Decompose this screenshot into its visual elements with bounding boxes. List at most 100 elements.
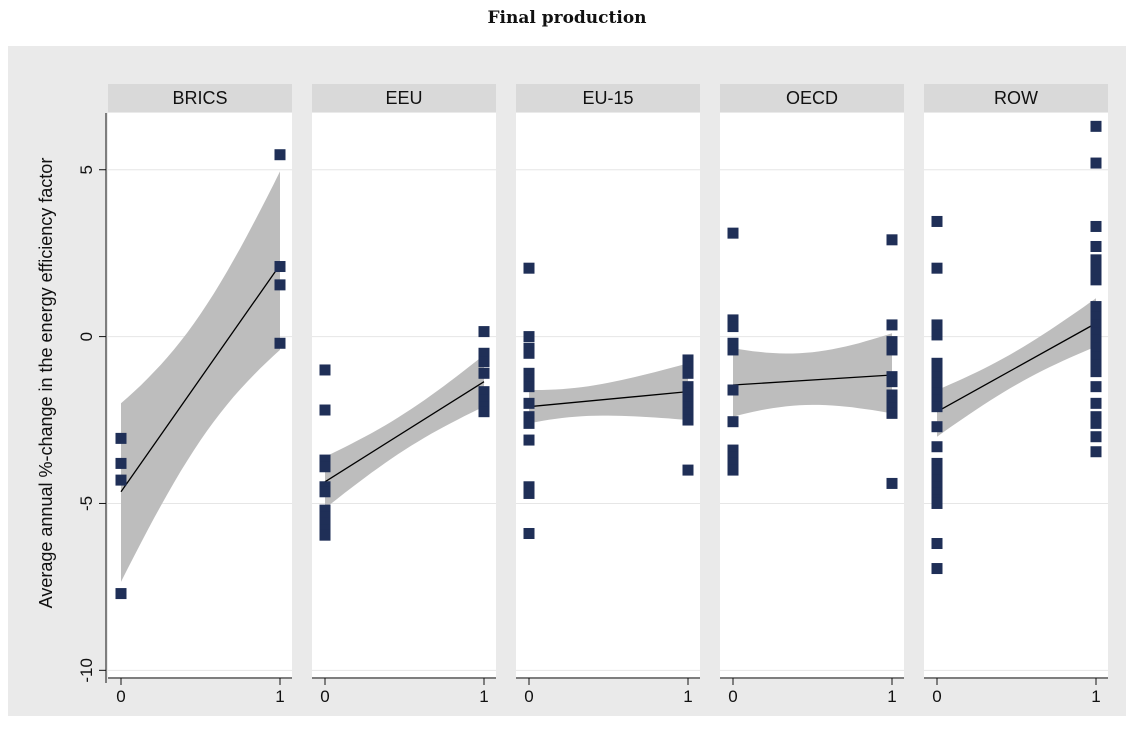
data-point [1090,220,1102,232]
data-point [886,234,898,246]
data-point [1090,359,1102,371]
x-tick-label: 0 [932,687,941,706]
data-point [931,563,943,575]
x-tick-label: 1 [683,687,692,706]
data-point [931,457,943,469]
data-point [727,444,739,456]
data-point [523,262,535,274]
data-point [319,529,331,541]
data-point [727,321,739,333]
data-point [319,486,331,498]
data-point [931,262,943,274]
data-point [886,477,898,489]
data-point [886,376,898,388]
fit-line [528,391,689,408]
data-point [931,487,943,499]
panel-strip-label: OECD [786,88,838,108]
data-point [319,454,331,466]
y-tick-label: 0 [77,332,96,341]
y-tick-label: 5 [77,165,96,174]
data-point [274,261,286,273]
x-tick-label: 1 [887,687,896,706]
data-point [115,474,127,486]
data-point [682,401,694,413]
data-point [682,387,694,399]
data-point [274,279,286,291]
data-point [886,389,898,401]
data-point [319,404,331,416]
chart-title: Final production [487,8,647,28]
data-point [319,461,331,473]
data-point [319,364,331,376]
data-point [931,319,943,331]
data-point [931,371,943,383]
data-point [682,407,694,419]
x-tick-label: 0 [116,687,125,706]
data-point [682,394,694,406]
data-point [931,464,943,476]
data-point [931,441,943,453]
data-point [886,407,898,419]
panel-strip-label: EU-15 [582,88,633,108]
data-point [319,511,331,523]
data-point [1090,397,1102,409]
data-point [478,394,490,406]
data-point [274,149,286,161]
x-tick-label: 0 [728,687,737,706]
y-tick-label: -10 [77,658,96,683]
data-point [1090,381,1102,393]
data-point [727,416,739,428]
data-point [523,487,535,499]
data-point [523,367,535,379]
x-tick-label: 0 [524,687,533,706]
data-point [886,336,898,348]
data-point [727,451,739,463]
data-point [1090,157,1102,169]
data-point [523,481,535,493]
data-point [115,457,127,469]
data-point [1090,411,1102,423]
data-point [1090,319,1102,331]
data-point [931,329,943,341]
data-point [886,396,898,408]
data-point [1090,431,1102,443]
data-point [931,377,943,389]
data-point [727,227,739,239]
data-point [319,517,331,529]
panel-strip [516,84,700,112]
data-point [682,414,694,426]
data-point [886,344,898,356]
data-point [478,367,490,379]
data-point [1090,334,1102,346]
x-tick-label: 1 [479,687,488,706]
data-point [1090,366,1102,378]
data-point [682,361,694,373]
confidence-band [529,363,688,424]
data-point [478,347,490,359]
data-point [478,356,490,368]
data-point [1090,240,1102,252]
data-point [727,384,739,396]
data-point [115,432,127,444]
data-point [274,337,286,349]
data-point [1090,417,1102,429]
panel-strip [108,84,292,112]
data-point [523,397,535,409]
data-point [523,381,535,393]
data-point [727,344,739,356]
panel-strip-label: ROW [994,88,1038,108]
data-point [682,367,694,379]
x-tick-label: 1 [275,687,284,706]
data-point [931,538,943,550]
data-point [523,527,535,539]
data-point [886,319,898,331]
data-point [523,417,535,429]
data-point [1090,446,1102,458]
data-point [1090,120,1102,132]
confidence-band [121,171,280,582]
data-point [931,387,943,399]
data-point [1090,274,1102,286]
y-tick-label: -5 [77,496,96,511]
data-point [1090,301,1102,313]
